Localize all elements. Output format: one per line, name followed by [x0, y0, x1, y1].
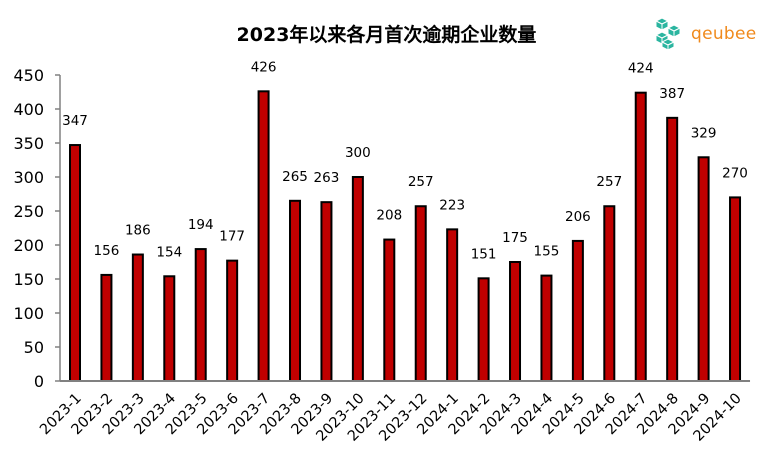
data-label: 186 [125, 223, 151, 239]
data-label: 223 [439, 197, 465, 213]
y-tick-label: 300 [13, 168, 44, 187]
x-axis: 2023-12023-22023-32023-42023-52023-62023… [37, 380, 751, 445]
bar [697, 156, 710, 382]
data-label: 263 [314, 170, 340, 186]
bar [414, 205, 427, 382]
data-label: 208 [376, 208, 402, 224]
bar [477, 277, 490, 383]
data-label: 154 [156, 244, 182, 260]
data-label: 155 [534, 244, 560, 260]
bar [351, 176, 364, 382]
bar [383, 238, 396, 382]
data-label: 175 [502, 230, 528, 246]
data-label: 347 [62, 113, 88, 129]
bar [446, 228, 459, 382]
y-tick-label: 0 [34, 372, 44, 391]
bar [729, 196, 742, 382]
data-label: 177 [219, 229, 245, 245]
data-label: 387 [659, 86, 685, 102]
y-tick-label: 250 [13, 202, 44, 221]
data-label: 426 [251, 59, 277, 75]
bar [509, 261, 522, 382]
y-tick-label: 450 [13, 66, 44, 85]
y-tick-label: 200 [13, 236, 44, 255]
bar [100, 273, 113, 383]
bar [226, 259, 239, 383]
data-label: 257 [408, 174, 434, 190]
data-label: 424 [628, 61, 654, 77]
bar-series: 347 156 186 154 194 177 426 265 263 300 208 257 223 1… [62, 59, 748, 383]
bar [634, 91, 647, 383]
chart-title: 2023年以来各月首次逾期企业数量 [236, 24, 537, 46]
data-label: 257 [596, 174, 622, 190]
data-label: 156 [94, 243, 120, 259]
bar [320, 201, 333, 382]
y-tick-label: 150 [13, 270, 44, 289]
bar [603, 205, 616, 382]
data-label: 329 [691, 125, 717, 141]
y-axis: 0 50 100 150 200 250 300 350 400 450 [13, 66, 61, 391]
y-tick-label: 100 [13, 304, 44, 323]
data-label: 265 [282, 169, 308, 185]
y-tick-label: 350 [13, 134, 44, 153]
data-label: 151 [471, 246, 497, 262]
logo-text: qeubee [691, 24, 757, 44]
bar [666, 116, 679, 382]
bar [131, 253, 144, 383]
data-label: 300 [345, 145, 371, 161]
y-tick-label: 50 [24, 338, 44, 357]
brand-logo: qeubee [653, 15, 768, 53]
y-tick-label: 400 [13, 100, 44, 119]
bar [289, 199, 302, 382]
bar [194, 248, 207, 382]
bar [69, 144, 81, 382]
bar [571, 239, 584, 382]
bar [540, 274, 553, 383]
cube-cluster-icon [654, 17, 682, 51]
data-label: 194 [188, 217, 214, 233]
bar [163, 275, 176, 382]
bar [257, 90, 270, 382]
data-label: 206 [565, 209, 591, 225]
data-label: 270 [722, 165, 748, 181]
